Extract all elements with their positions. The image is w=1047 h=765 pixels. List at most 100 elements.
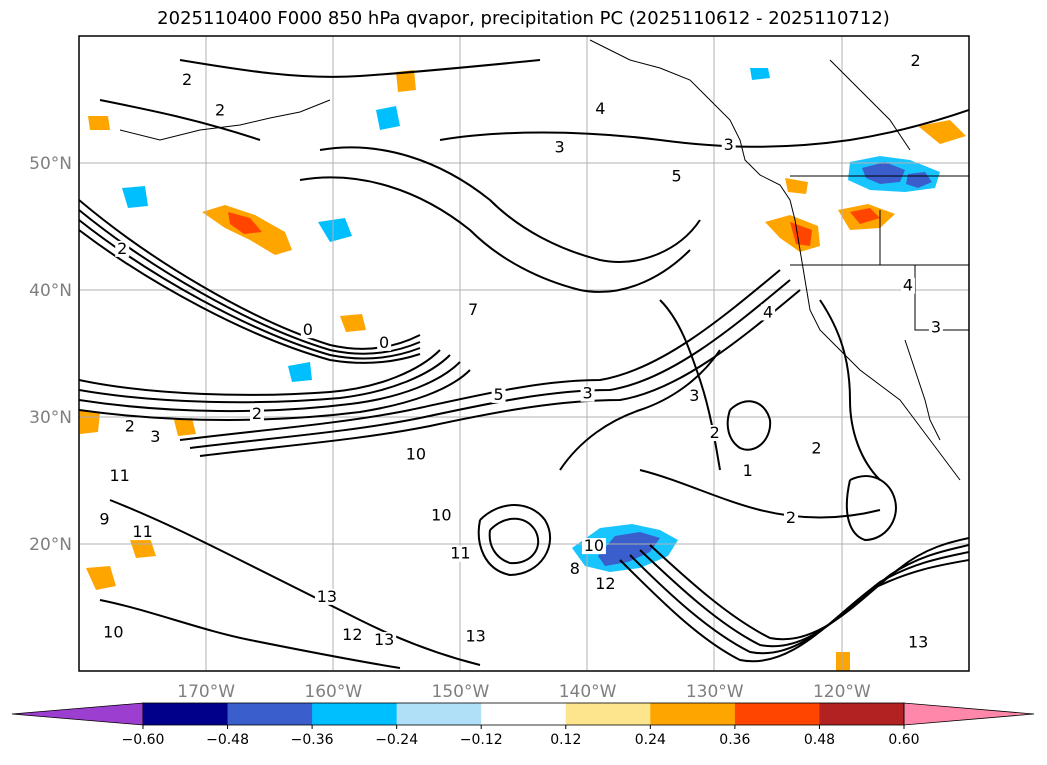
contour-label-halo bbox=[466, 301, 481, 318]
map-title: 2025110400 F000 850 hPa qvapor, precipit… bbox=[157, 8, 890, 29]
contour-label-halo bbox=[300, 322, 315, 339]
contour-label-halo bbox=[552, 139, 567, 156]
lat-tick-label: 20°N bbox=[29, 535, 72, 555]
contour-label: 13 bbox=[374, 630, 394, 649]
precip-fill-orange bbox=[918, 120, 966, 144]
contour-label-halo bbox=[101, 624, 126, 641]
contour-label: 3 bbox=[689, 386, 699, 405]
colorbar-segment bbox=[819, 703, 905, 725]
colorbar-segment bbox=[481, 703, 567, 725]
latitude-axis: 20°N 30°N 40°N 50°N bbox=[29, 154, 72, 555]
contour-label-halo bbox=[900, 277, 915, 294]
contour-label: 12 bbox=[342, 625, 362, 644]
lon-tick-label: 140°W bbox=[559, 682, 617, 702]
contour-label-halo bbox=[429, 507, 454, 524]
precip-fill-orange bbox=[396, 70, 416, 92]
contour-label: 2 bbox=[252, 404, 262, 423]
contour-label: 5 bbox=[493, 385, 503, 404]
contour-label-halo bbox=[784, 510, 798, 527]
colorbar-extend-min bbox=[11, 702, 144, 726]
contour-label-halo bbox=[580, 385, 595, 402]
lat-tick-label: 30°N bbox=[29, 408, 72, 428]
contour-label-halo bbox=[567, 560, 582, 577]
colorbar-frame bbox=[142, 702, 905, 726]
colorbar-tick-label: −0.36 bbox=[291, 732, 334, 748]
contour-label: 7 bbox=[468, 300, 478, 319]
precip-fill-layer bbox=[80, 68, 966, 671]
contour-label-halo bbox=[906, 634, 931, 651]
precip-fill-lightblue bbox=[318, 218, 352, 242]
colorbar-segment bbox=[312, 703, 398, 725]
contour-label-halo bbox=[148, 428, 163, 445]
lat-tick-label: 40°N bbox=[29, 281, 72, 301]
contour-label: 2 bbox=[710, 423, 720, 442]
colorbar-tick-label: −0.60 bbox=[122, 732, 165, 748]
colorbar-segment bbox=[396, 703, 482, 725]
contour-label-halo bbox=[122, 418, 137, 435]
precip-fill-orange bbox=[80, 410, 100, 434]
colorbar-segment bbox=[650, 703, 736, 725]
contour-label-halo bbox=[928, 319, 943, 336]
contour-label-halo bbox=[448, 545, 473, 562]
contour-label-halo bbox=[687, 388, 702, 405]
qvapor-contours bbox=[79, 59, 969, 669]
precip-fill-red bbox=[228, 212, 262, 234]
contour-label-halo bbox=[761, 304, 776, 321]
contour-label: 4 bbox=[595, 99, 605, 118]
contour-label-halo bbox=[340, 626, 365, 643]
colorbar-extend-max bbox=[903, 702, 1035, 726]
contour-label: 3 bbox=[555, 137, 565, 156]
contour-label: 10 bbox=[103, 622, 123, 641]
contour-label: 3 bbox=[724, 135, 734, 154]
contour-label: 10 bbox=[406, 445, 426, 464]
precip-fill-orange bbox=[174, 418, 196, 436]
contour-label-halo bbox=[250, 406, 264, 422]
precip-fill-orange bbox=[836, 652, 850, 671]
colorbar-tick-label: −0.48 bbox=[206, 732, 249, 748]
contour-label: 0 bbox=[303, 320, 313, 339]
precip-fill-lightblue bbox=[288, 362, 312, 382]
contour-label: 8 bbox=[570, 559, 580, 578]
precip-fill-orange bbox=[88, 116, 110, 130]
contour-label-halo bbox=[180, 71, 195, 88]
contour-label-halo bbox=[130, 524, 155, 541]
contour-label: 10 bbox=[431, 506, 451, 525]
contour-label-halo bbox=[115, 240, 130, 257]
contour-label: 3 bbox=[150, 427, 160, 446]
colorbar-tick-label: 0.36 bbox=[719, 732, 750, 748]
contour-label-halo bbox=[707, 425, 722, 442]
contour-label-halo bbox=[581, 538, 606, 555]
contour-label-halo bbox=[908, 52, 923, 69]
precip-fill-orange bbox=[130, 538, 156, 558]
plot-frame bbox=[78, 35, 970, 672]
precip-fill-lightblue bbox=[376, 106, 400, 130]
contour-label-halo bbox=[593, 576, 618, 593]
contour-label: 12 bbox=[595, 574, 615, 593]
lon-tick-label: 170°W bbox=[177, 682, 235, 702]
contour-label-halo bbox=[372, 632, 397, 649]
contour-label: 2 bbox=[117, 239, 127, 258]
coastlines bbox=[119, 39, 969, 481]
contour-label: 13 bbox=[908, 633, 928, 652]
contour-label-halo bbox=[593, 101, 608, 118]
graticule bbox=[79, 36, 969, 671]
contour-label-halo bbox=[213, 102, 228, 119]
longitude-axis: 170°W 160°W 150°W 140°W 130°W 120°W bbox=[177, 682, 871, 702]
precip-fill-red bbox=[850, 208, 880, 224]
contour-label: 11 bbox=[450, 544, 470, 563]
contour-label: 13 bbox=[466, 626, 486, 645]
contour-label: 0 bbox=[379, 333, 389, 352]
contour-label: 4 bbox=[903, 276, 913, 295]
lon-tick-label: 150°W bbox=[432, 682, 490, 702]
contour-label-halo bbox=[377, 334, 392, 351]
contour-label-halo bbox=[403, 446, 428, 463]
contour-label: 11 bbox=[132, 522, 152, 541]
contour-label: 11 bbox=[110, 466, 130, 485]
contour-label: 10 bbox=[584, 536, 604, 555]
contour-label-halo bbox=[491, 386, 506, 403]
precip-fill-orange bbox=[785, 178, 808, 194]
colorbar-segment bbox=[143, 703, 229, 725]
contour-label: 2 bbox=[182, 70, 192, 89]
